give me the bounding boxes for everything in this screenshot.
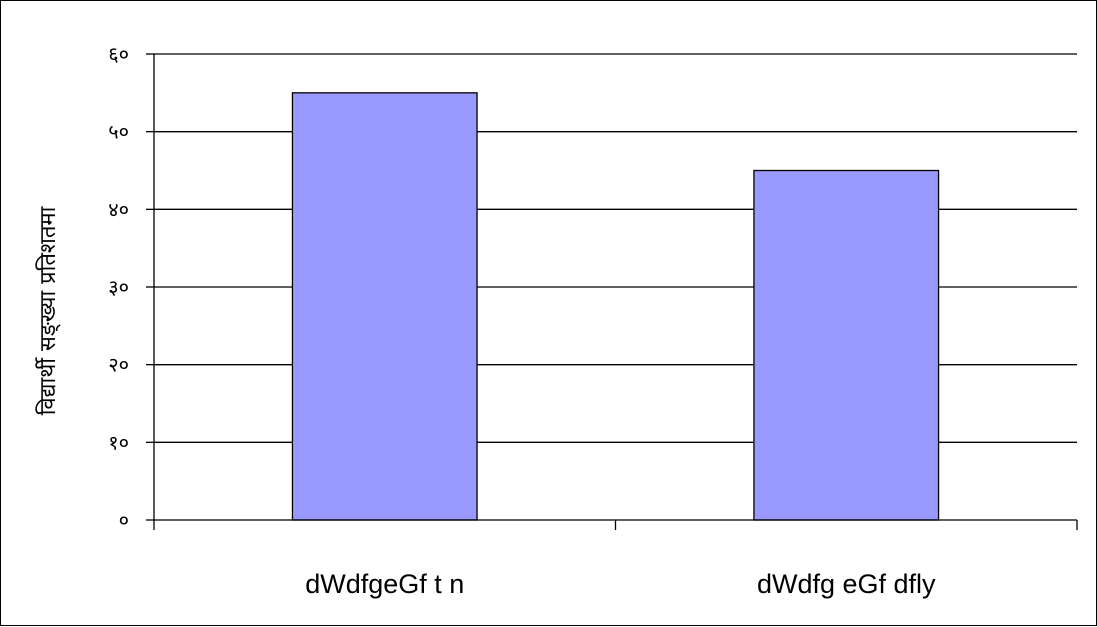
y-tick-label: ५० <box>108 120 129 144</box>
x-category-label: dWdfg eGf dfly <box>757 569 936 599</box>
y-tick-label: २० <box>108 353 129 377</box>
y-tick-label: १० <box>108 430 129 454</box>
y-tick-label: ३० <box>108 275 129 299</box>
axes <box>146 53 1078 530</box>
y-axis-title: विद्यार्थी सङ्ख्या प्रतिशतमा <box>35 206 61 415</box>
bar <box>753 169 940 521</box>
y-tick-label: ६० <box>108 42 129 66</box>
bars <box>291 92 940 521</box>
x-category-label: dWdfgeGf t n <box>305 569 464 599</box>
labels: ० १० २० ३० ४० ५० ६० dWdfgeGf t n dWdfg eGf dfly <box>108 42 936 599</box>
y-tick-label: ० <box>119 508 129 532</box>
y-tick-label: ४० <box>108 197 129 221</box>
bar <box>291 92 478 521</box>
